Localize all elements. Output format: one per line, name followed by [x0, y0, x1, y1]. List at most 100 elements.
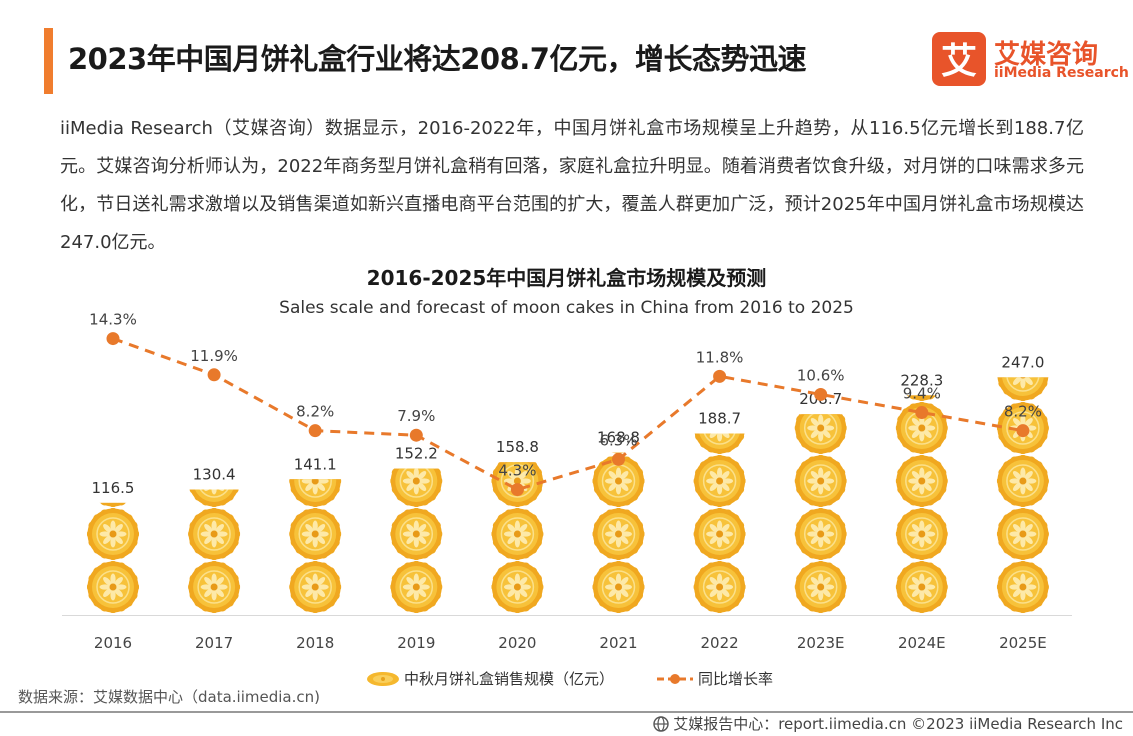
x-tick-label: 2019 — [397, 634, 435, 652]
mooncake-icon — [289, 561, 342, 613]
growth-rate-point — [814, 387, 828, 401]
growth-rate-point — [713, 369, 727, 383]
mooncake-icon — [87, 508, 139, 560]
bar-mooncake-stack — [592, 349, 645, 613]
legend-label-bars: 中秋月饼礼盒销售规模（亿元） — [404, 670, 615, 688]
growth-rate-point — [510, 483, 524, 497]
mooncake-icon — [794, 455, 847, 507]
growth-rate-label: 14.3% — [89, 311, 137, 329]
bar-value-label: 188.7 — [698, 409, 741, 427]
data-source: 数据来源：艾媒数据中心（data.iimedia.cn) — [18, 688, 320, 706]
x-tick-label: 2023E — [797, 634, 845, 652]
mooncake-icon — [592, 508, 645, 560]
mooncake-icon — [895, 561, 948, 613]
growth-rate-label: 9.4% — [903, 385, 941, 403]
chart-title: 2016-2025年中国月饼礼盒市场规模及预测 — [366, 266, 767, 290]
bar-value-label: 130.4 — [193, 466, 236, 484]
chart-subtitle: Sales scale and forecast of moon cakes i… — [279, 298, 854, 318]
mooncake-icon — [188, 508, 241, 560]
mooncake-icon — [592, 561, 645, 613]
footer-copyright: 艾媒报告中心：report.iimedia.cn ©2023 iiMedia R… — [653, 713, 1123, 734]
x-tick-label: 2022 — [701, 634, 739, 652]
mooncake-icon — [491, 508, 544, 560]
x-tick-label: 2024E — [898, 634, 946, 652]
bar-mooncake-stack — [693, 433, 746, 613]
growth-rate-label: 7.9% — [397, 407, 435, 425]
growth-rate-point — [308, 424, 322, 438]
growth-rate-label: 11.8% — [696, 348, 744, 366]
bar-mooncake-stack — [491, 462, 544, 613]
growth-rate-label: 11.9% — [190, 347, 238, 365]
growth-rate-point — [1016, 424, 1030, 438]
legend-item-line: 同比增长率 — [656, 668, 773, 689]
mooncake-icon — [390, 508, 443, 560]
logo-text-en: iiMedia Research — [994, 65, 1129, 81]
logo-mark-glyph: 艾 — [941, 41, 977, 82]
mooncake-icon — [693, 561, 746, 613]
growth-rate-line — [112, 337, 1024, 492]
x-tick-label: 2017 — [195, 634, 233, 652]
growth-rate-label: 8.2% — [1004, 403, 1042, 421]
footer-copyright-text: 艾媒报告中心：report.iimedia.cn ©2023 iiMedia R… — [673, 715, 1123, 733]
legend-item-bars: 中秋月饼礼盒销售规模（亿元） — [366, 668, 614, 689]
bar-mooncake-stack — [87, 402, 139, 613]
growth-rate-label: 8.2% — [296, 403, 334, 421]
mooncake-icon — [895, 455, 948, 507]
growth-rate-label: 6.3% — [599, 431, 637, 449]
footer-divider — [0, 711, 1133, 713]
globe-icon — [653, 716, 669, 732]
x-tick-label: 2018 — [296, 634, 334, 652]
mooncake-icon — [996, 455, 1049, 507]
growth-rate-point — [207, 368, 221, 382]
bar-value-label: 152.2 — [395, 445, 438, 463]
bar-value-label: 168.8 — [597, 429, 640, 447]
dashed-line-legend-icon — [657, 674, 693, 684]
mooncake-icon — [896, 296, 948, 348]
logo-text-cn: 艾媒咨询 — [994, 40, 1099, 70]
growth-rate-point — [915, 406, 929, 420]
x-tick-label: 2025E — [999, 634, 1047, 652]
mooncake-icon — [390, 561, 443, 613]
bar-value-label: 116.5 — [92, 479, 135, 497]
bar-value-label: 158.8 — [496, 438, 539, 456]
growth-rate-label: 4.3% — [498, 462, 536, 480]
mooncake-icon — [794, 414, 847, 454]
intro-paragraph: iiMedia Research（艾媒咨询）数据显示，2016-2022年，中国… — [60, 118, 1084, 253]
logo-mark-icon: 艾 — [932, 32, 986, 86]
growth-rate-point — [612, 452, 625, 466]
mooncake-icon — [794, 508, 847, 560]
growth-rate-point — [409, 428, 423, 442]
bar-value-label: 228.3 — [900, 371, 943, 389]
mooncake-icon — [693, 508, 746, 560]
legend-label-line: 同比增长率 — [698, 670, 774, 688]
mooncake-icon — [87, 402, 139, 454]
mooncake-icon — [390, 468, 443, 507]
bar-value-label: 247.0 — [1001, 353, 1044, 371]
mooncake-icon — [794, 561, 847, 613]
growth-rate-point — [106, 332, 120, 346]
mooncake-icon — [289, 508, 342, 560]
page-title: 2023年中国月饼礼盒行业将达208.7亿元，增长态势迅速 — [68, 42, 806, 76]
x-tick-label: 2020 — [498, 634, 536, 652]
x-tick-label: 2021 — [599, 634, 637, 652]
mooncake-icon — [895, 508, 948, 560]
growth-rate-label: 10.6% — [797, 366, 845, 384]
bar-mooncake-stack — [188, 402, 241, 613]
mooncake-icon — [87, 561, 139, 613]
mooncake-icon — [996, 561, 1049, 613]
mooncake-icon — [997, 296, 1049, 348]
bar-mooncake-stack — [895, 296, 948, 613]
mooncake-icon — [188, 561, 241, 613]
x-tick-label: 2016 — [94, 634, 132, 652]
mooncake-icon — [592, 349, 644, 401]
mooncake-legend-icon — [367, 672, 399, 686]
headline-accent-bar — [44, 28, 53, 94]
mooncake-icon — [188, 402, 240, 454]
brand-logo: 艾 艾媒咨询 iiMedia Research — [932, 32, 1129, 88]
mooncake-icon — [693, 455, 746, 507]
bar-value-label: 141.1 — [294, 455, 337, 473]
bar-mooncake-stack — [996, 296, 1049, 613]
mooncake-icon — [996, 508, 1049, 560]
mooncake-icon — [491, 561, 544, 613]
